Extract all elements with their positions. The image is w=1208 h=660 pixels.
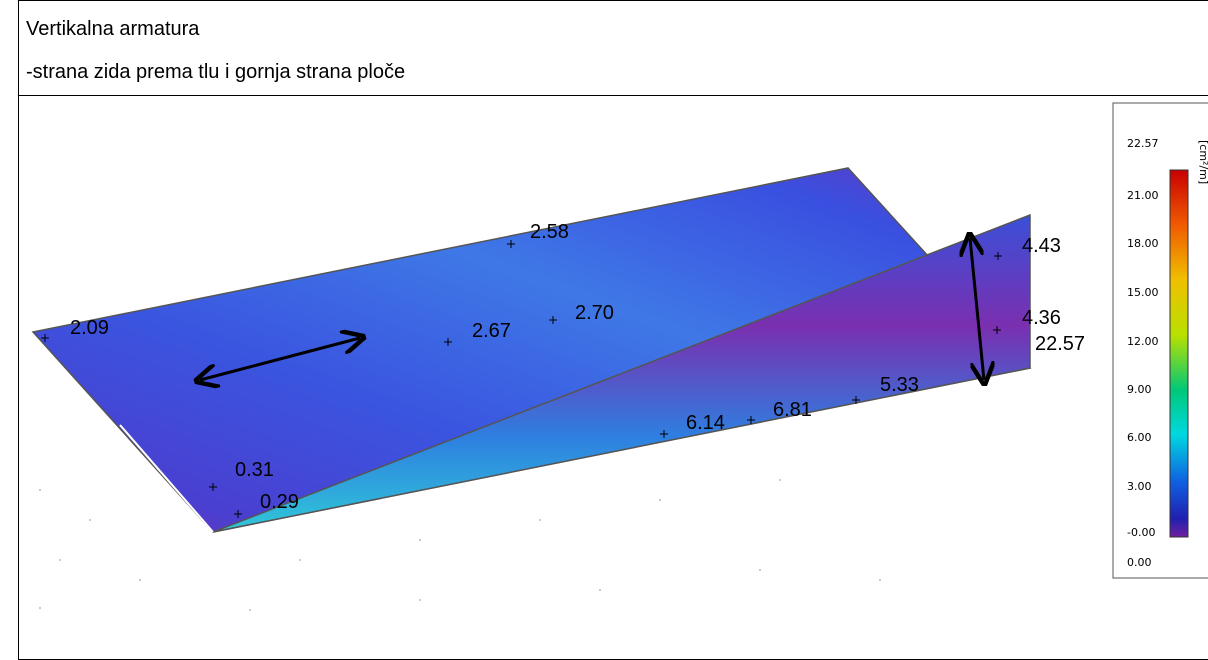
edge (119, 424, 214, 533)
legend-label: 3.00 (1127, 480, 1152, 493)
color-bar (1169, 169, 1189, 538)
value-label: 2.67 (472, 320, 511, 342)
row-divider (18, 95, 1208, 96)
value-label: 6.14 (686, 412, 725, 434)
legend-label: 15.00 (1127, 286, 1159, 299)
value-label: 2.70 (575, 302, 614, 324)
ground-dots (39, 479, 881, 611)
value-label: 0.31 (235, 459, 274, 481)
value-label: 4.36 (1022, 307, 1061, 329)
legend-box (1112, 102, 1208, 579)
value-label: 22.57 (1035, 333, 1085, 355)
legend-title: [cm²/m] (1197, 140, 1208, 184)
point-markers (41, 240, 1002, 518)
value-label: 4.43 (1022, 235, 1061, 257)
legend-label: 21.00 (1127, 189, 1159, 202)
direction-arrow (200, 338, 360, 380)
legend-label: 6.00 (1127, 431, 1152, 444)
legend-label: -0.00 (1127, 526, 1155, 539)
legend-label: 9.00 (1127, 383, 1152, 396)
header-line: -strana zida prema tlu i gornja strana p… (26, 61, 406, 83)
value-label: 0.29 (260, 491, 299, 513)
value-label: 6.81 (773, 399, 812, 421)
legend-label: 0.00 (1127, 556, 1152, 569)
legend-label: 18.00 (1127, 237, 1159, 250)
value-label: 2.09 (70, 317, 109, 339)
header-line: Vertikalna armatura (26, 18, 200, 40)
legend-label: 12.00 (1127, 335, 1159, 348)
page: Vertikalna armatura -strana zida prema t… (18, 0, 1208, 660)
value-label: 5.33 (880, 374, 919, 396)
wall (212, 213, 1031, 533)
legend-label: 22.57 (1127, 137, 1159, 150)
result-view: 2.58 2.09 2.67 2.70 0.31 0.29 6.14 6.81 … (31, 102, 1208, 611)
value-label: 2.58 (530, 221, 569, 243)
direction-arrow (970, 238, 984, 380)
